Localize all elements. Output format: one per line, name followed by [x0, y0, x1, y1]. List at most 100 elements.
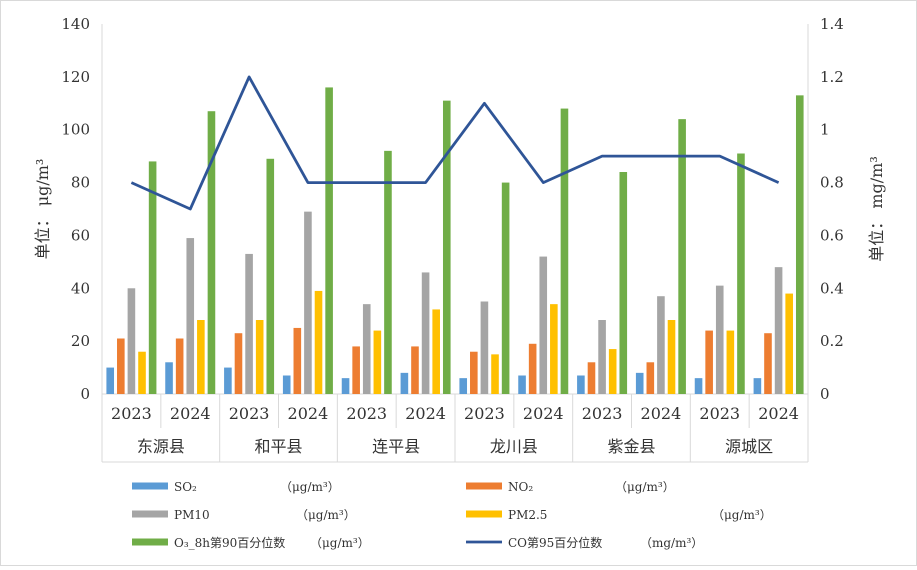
- county-tick-label: 连平县: [372, 437, 420, 456]
- bar-0: [636, 373, 644, 394]
- bar-2: [716, 286, 724, 394]
- bar-3: [256, 320, 264, 394]
- legend-unit: （mg/m³）: [640, 536, 703, 550]
- bar-1: [705, 331, 713, 394]
- legend-label: SO₂: [174, 480, 197, 494]
- right-axis-tick-label: 0: [820, 385, 830, 403]
- bar-2: [657, 296, 665, 394]
- bar-1: [294, 328, 302, 394]
- bar-3: [727, 331, 735, 394]
- bar-2: [775, 267, 783, 394]
- year-tick-label: 2023: [111, 404, 152, 423]
- bar-0: [577, 376, 585, 395]
- bar-4: [384, 151, 392, 394]
- year-tick-label: 2024: [405, 404, 446, 423]
- legend-unit: （μg/m³）: [280, 480, 340, 494]
- bar-0: [518, 376, 526, 395]
- year-tick-label: 2023: [229, 404, 270, 423]
- right-axis-tick-label: 0.6: [820, 226, 844, 244]
- right-axis-tick-label: 1: [820, 121, 830, 139]
- bar-3: [668, 320, 676, 394]
- bar-4: [796, 95, 804, 394]
- bar-3: [491, 354, 499, 394]
- year-tick-label: 2023: [346, 404, 387, 423]
- bar-1: [470, 352, 478, 394]
- legend-label: NO₂: [508, 480, 533, 494]
- bar-0: [695, 378, 703, 394]
- bar-1: [529, 344, 537, 394]
- left-axis-tick-label: 100: [61, 121, 90, 139]
- legend-label: PM2.5: [508, 508, 547, 522]
- legend-label: PM10: [174, 508, 210, 522]
- year-tick-label: 2024: [170, 404, 211, 423]
- bar-0: [165, 362, 173, 394]
- right-axis-tick-label: 0.2: [820, 332, 844, 350]
- bar-0: [106, 368, 114, 394]
- bar-4: [443, 101, 451, 394]
- bar-4: [325, 87, 333, 394]
- bar-1: [647, 362, 655, 394]
- right-axis-tick-label: 0.4: [820, 279, 844, 297]
- bar-3: [550, 304, 558, 394]
- left-axis-tick-label: 80: [71, 174, 90, 192]
- left-axis-tick-label: 40: [71, 279, 90, 297]
- bar-2: [245, 254, 253, 394]
- bar-1: [588, 362, 596, 394]
- bar-4: [561, 109, 569, 394]
- year-tick-label: 2024: [288, 404, 329, 423]
- left-axis-tick-label: 0: [80, 385, 90, 403]
- bar-2: [186, 238, 194, 394]
- bar-4: [737, 154, 745, 395]
- county-tick-label: 源城区: [725, 437, 773, 456]
- bar-1: [764, 333, 772, 394]
- legend-swatch: [132, 483, 168, 490]
- bar-1: [176, 339, 184, 395]
- legend-unit: （μg/m³）: [615, 480, 675, 494]
- bar-4: [678, 119, 686, 394]
- year-tick-label: 2023: [464, 404, 505, 423]
- legend-swatch: [466, 511, 502, 518]
- bar-0: [459, 378, 467, 394]
- bar-2: [422, 272, 430, 394]
- right-axis-tick-label: 1.2: [820, 68, 844, 86]
- county-tick-label: 龙川县: [490, 437, 538, 456]
- bar-3: [785, 294, 793, 394]
- left-axis-title: 单位： μg/m³: [33, 159, 52, 260]
- year-tick-label: 2024: [641, 404, 682, 423]
- bar-1: [411, 346, 419, 394]
- left-axis-tick-label: 140: [61, 15, 90, 33]
- right-axis-tick-label: 0.8: [820, 174, 844, 192]
- legend-label: CO第95百分位数: [508, 535, 602, 550]
- bar-4: [502, 183, 510, 394]
- legend-unit: （μg/m³）: [712, 508, 772, 522]
- right-axis-title: 单位： mg/m³: [867, 156, 886, 261]
- bar-4: [266, 159, 274, 394]
- year-tick-label: 2024: [758, 404, 799, 423]
- legend-label: O₃_8h第90百分位数: [174, 535, 285, 550]
- county-tick-label: 紫金县: [607, 437, 655, 456]
- legend-unit: （μg/m³）: [310, 536, 370, 550]
- bar-1: [352, 346, 360, 394]
- bar-0: [283, 376, 291, 395]
- bar-0: [224, 368, 232, 394]
- bar-1: [117, 339, 125, 395]
- bar-2: [598, 320, 606, 394]
- bar-3: [609, 349, 617, 394]
- bar-1: [235, 333, 243, 394]
- legend-swatch: [132, 511, 168, 518]
- year-tick-label: 2023: [582, 404, 623, 423]
- bar-3: [432, 309, 440, 394]
- bar-2: [363, 304, 371, 394]
- bar-2: [481, 302, 489, 395]
- bar-0: [401, 373, 409, 394]
- year-tick-label: 2024: [523, 404, 564, 423]
- bar-3: [197, 320, 205, 394]
- legend-unit: （μg/m³）: [296, 508, 356, 522]
- left-axis-tick-label: 20: [71, 332, 90, 350]
- left-axis-tick-label: 120: [61, 68, 90, 86]
- year-tick-label: 2023: [699, 404, 740, 423]
- legend-swatch: [132, 539, 168, 546]
- legend-swatch: [466, 483, 502, 490]
